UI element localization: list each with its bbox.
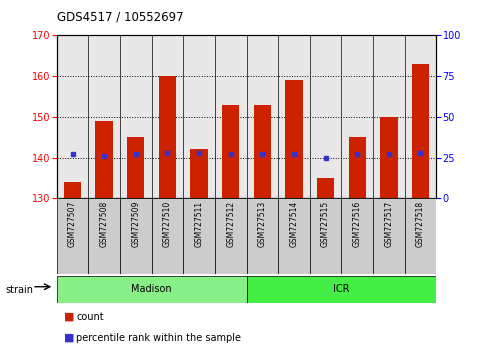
Bar <box>127 137 144 198</box>
Bar <box>285 80 303 198</box>
Text: GSM727515: GSM727515 <box>321 200 330 247</box>
Text: GSM727507: GSM727507 <box>68 200 77 247</box>
Bar <box>159 76 176 198</box>
Text: GSM727510: GSM727510 <box>163 200 172 247</box>
Text: count: count <box>76 312 104 322</box>
Bar <box>183 198 215 274</box>
Text: GSM727508: GSM727508 <box>100 200 108 247</box>
Bar <box>120 198 152 274</box>
Bar <box>96 121 113 198</box>
Bar <box>64 182 81 198</box>
Bar <box>405 198 436 274</box>
Text: GDS4517 / 10552697: GDS4517 / 10552697 <box>57 10 183 23</box>
Text: GSM727517: GSM727517 <box>385 200 393 247</box>
Bar <box>278 198 310 274</box>
Bar <box>215 198 246 274</box>
Bar <box>253 105 271 198</box>
Bar <box>310 198 341 274</box>
Text: ■: ■ <box>64 333 74 343</box>
Text: GSM727509: GSM727509 <box>131 200 141 247</box>
Bar <box>57 198 88 274</box>
Bar <box>222 105 240 198</box>
Bar <box>412 64 429 198</box>
Text: GSM727518: GSM727518 <box>416 200 425 247</box>
Text: GSM727513: GSM727513 <box>258 200 267 247</box>
Text: GSM727511: GSM727511 <box>195 200 204 247</box>
Text: strain: strain <box>5 285 33 295</box>
Text: ICR: ICR <box>333 284 350 295</box>
Bar <box>317 178 334 198</box>
Bar <box>349 137 366 198</box>
Bar <box>152 198 183 274</box>
Text: percentile rank within the sample: percentile rank within the sample <box>76 333 242 343</box>
Bar <box>246 276 436 303</box>
Text: Madison: Madison <box>131 284 172 295</box>
Bar <box>190 149 208 198</box>
Bar <box>57 276 246 303</box>
Bar <box>341 198 373 274</box>
Bar <box>246 198 278 274</box>
Bar <box>88 198 120 274</box>
Text: ■: ■ <box>64 312 74 322</box>
Bar <box>380 117 397 198</box>
Text: GSM727512: GSM727512 <box>226 200 235 247</box>
Text: GSM727516: GSM727516 <box>352 200 362 247</box>
Text: GSM727514: GSM727514 <box>289 200 298 247</box>
Bar <box>373 198 405 274</box>
